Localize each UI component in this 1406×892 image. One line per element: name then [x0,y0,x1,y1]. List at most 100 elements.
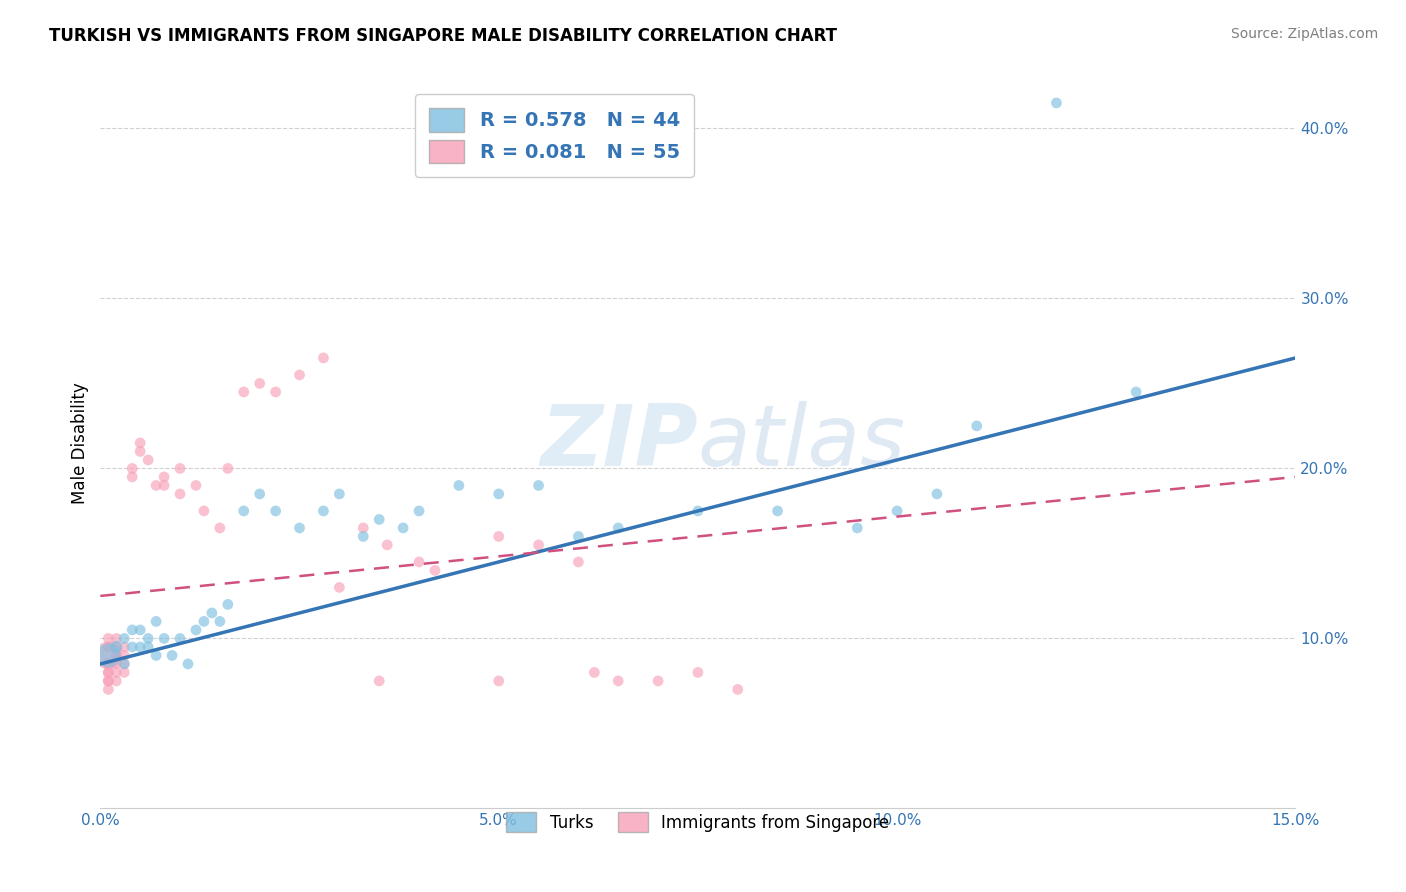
Point [97,673,120,688]
Point [145,478,167,492]
Point [193,615,215,629]
Point [352,521,374,535]
Point [208,521,231,535]
Point [121,623,143,637]
Point [112,640,135,654]
Point [105,665,128,680]
Point [112,648,135,663]
Point [232,504,254,518]
Y-axis label: Male Disability: Male Disability [72,382,89,504]
Point [686,665,709,680]
Point [249,376,271,391]
Point [527,538,550,552]
Point [264,384,287,399]
Point [97,682,120,697]
Point [846,521,869,535]
Point [607,673,630,688]
Point [312,504,335,518]
Point [153,470,176,484]
Point [136,632,159,646]
Point [488,529,510,543]
Point [97,640,120,654]
Point [288,368,311,382]
Point [97,657,120,671]
Point [97,632,120,646]
Point [121,461,143,475]
Point [169,632,191,646]
Point [408,504,430,518]
Text: ZIP: ZIP [540,401,697,484]
Point [249,487,271,501]
Point [105,673,128,688]
Point [217,461,239,475]
Point [583,665,606,680]
Point [145,648,167,663]
Point [966,419,988,434]
Point [217,598,239,612]
Point [184,478,207,492]
Point [423,564,446,578]
Point [264,504,287,518]
Point [488,487,510,501]
Point [97,648,120,663]
Point [375,538,398,552]
Point [105,632,128,646]
Point [368,673,391,688]
Point [136,453,159,467]
Point [184,623,207,637]
Point [97,657,120,671]
Point [136,640,159,654]
Text: Source: ZipAtlas.com: Source: ZipAtlas.com [1230,27,1378,41]
Point [121,640,143,654]
Point [925,487,948,501]
Point [328,581,350,595]
Point [105,648,128,663]
Point [392,521,415,535]
Point [352,529,374,543]
Point [328,487,350,501]
Point [105,640,128,654]
Point [97,665,120,680]
Point [727,682,749,697]
Point [129,444,152,458]
Point [177,657,200,671]
Point [97,648,120,663]
Point [1045,95,1067,110]
Point [527,478,550,492]
Point [567,555,589,569]
Point [567,529,589,543]
Point [886,504,908,518]
Point [153,478,176,492]
Legend: Turks, Immigrants from Singapore: Turks, Immigrants from Singapore [495,800,901,844]
Point [97,657,120,671]
Point [129,640,152,654]
Point [1125,384,1147,399]
Point [647,673,669,688]
Point [232,384,254,399]
Point [607,521,630,535]
Point [97,673,120,688]
Point [129,623,152,637]
Point [368,512,391,526]
Point [408,555,430,569]
Point [208,615,231,629]
Point [112,632,135,646]
Point [488,673,510,688]
Point [112,657,135,671]
Point [121,470,143,484]
Point [766,504,789,518]
Text: TURKISH VS IMMIGRANTS FROM SINGAPORE MALE DISABILITY CORRELATION CHART: TURKISH VS IMMIGRANTS FROM SINGAPORE MAL… [49,27,837,45]
Point [112,665,135,680]
Point [97,665,120,680]
Point [153,632,176,646]
Point [201,606,224,620]
Text: atlas: atlas [697,401,905,484]
Point [193,504,215,518]
Point [145,615,167,629]
Point [112,657,135,671]
Point [312,351,335,365]
Point [160,648,183,663]
Point [288,521,311,535]
Point [105,640,128,654]
Point [169,487,191,501]
